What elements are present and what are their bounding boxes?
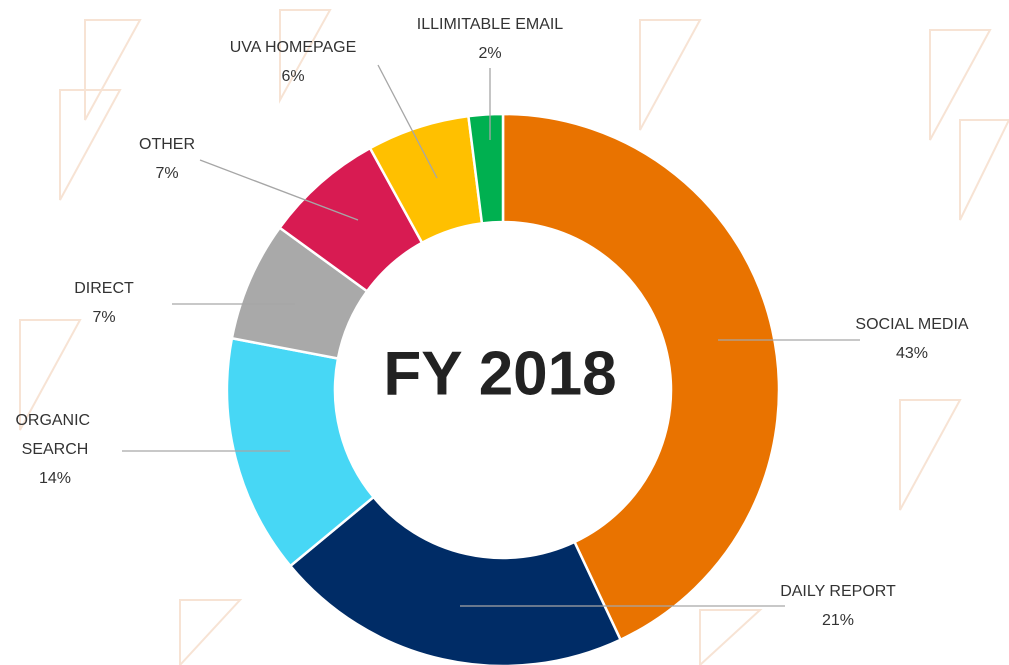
category-label: ILLIMITABLE EMAIL: [417, 16, 564, 33]
value-label: 7%: [92, 309, 115, 326]
category-label: ORGANIC SEARCH: [15, 412, 94, 458]
category-label: DIRECT: [74, 280, 134, 297]
category-label: OTHER: [139, 136, 195, 153]
category-label: DAILY REPORT: [780, 583, 896, 600]
value-label: 6%: [281, 68, 304, 85]
category-label: UVA HOMEPAGE: [230, 39, 357, 56]
leader-line: [199, 159, 359, 221]
background-pattern: [19, 9, 1009, 665]
value-label: 43%: [896, 345, 928, 362]
category-label: SOCIAL MEDIA: [855, 316, 969, 333]
donut-segment: [467, 112, 505, 225]
value-label: 21%: [822, 612, 854, 629]
value-label: 14%: [39, 470, 71, 487]
donut-segment: [288, 495, 623, 665]
value-label: 2%: [478, 45, 501, 62]
center-label: FY 2018: [383, 339, 616, 408]
donut-segment: [501, 112, 781, 642]
value-label: 7%: [155, 165, 178, 182]
leader-line: [377, 64, 438, 179]
